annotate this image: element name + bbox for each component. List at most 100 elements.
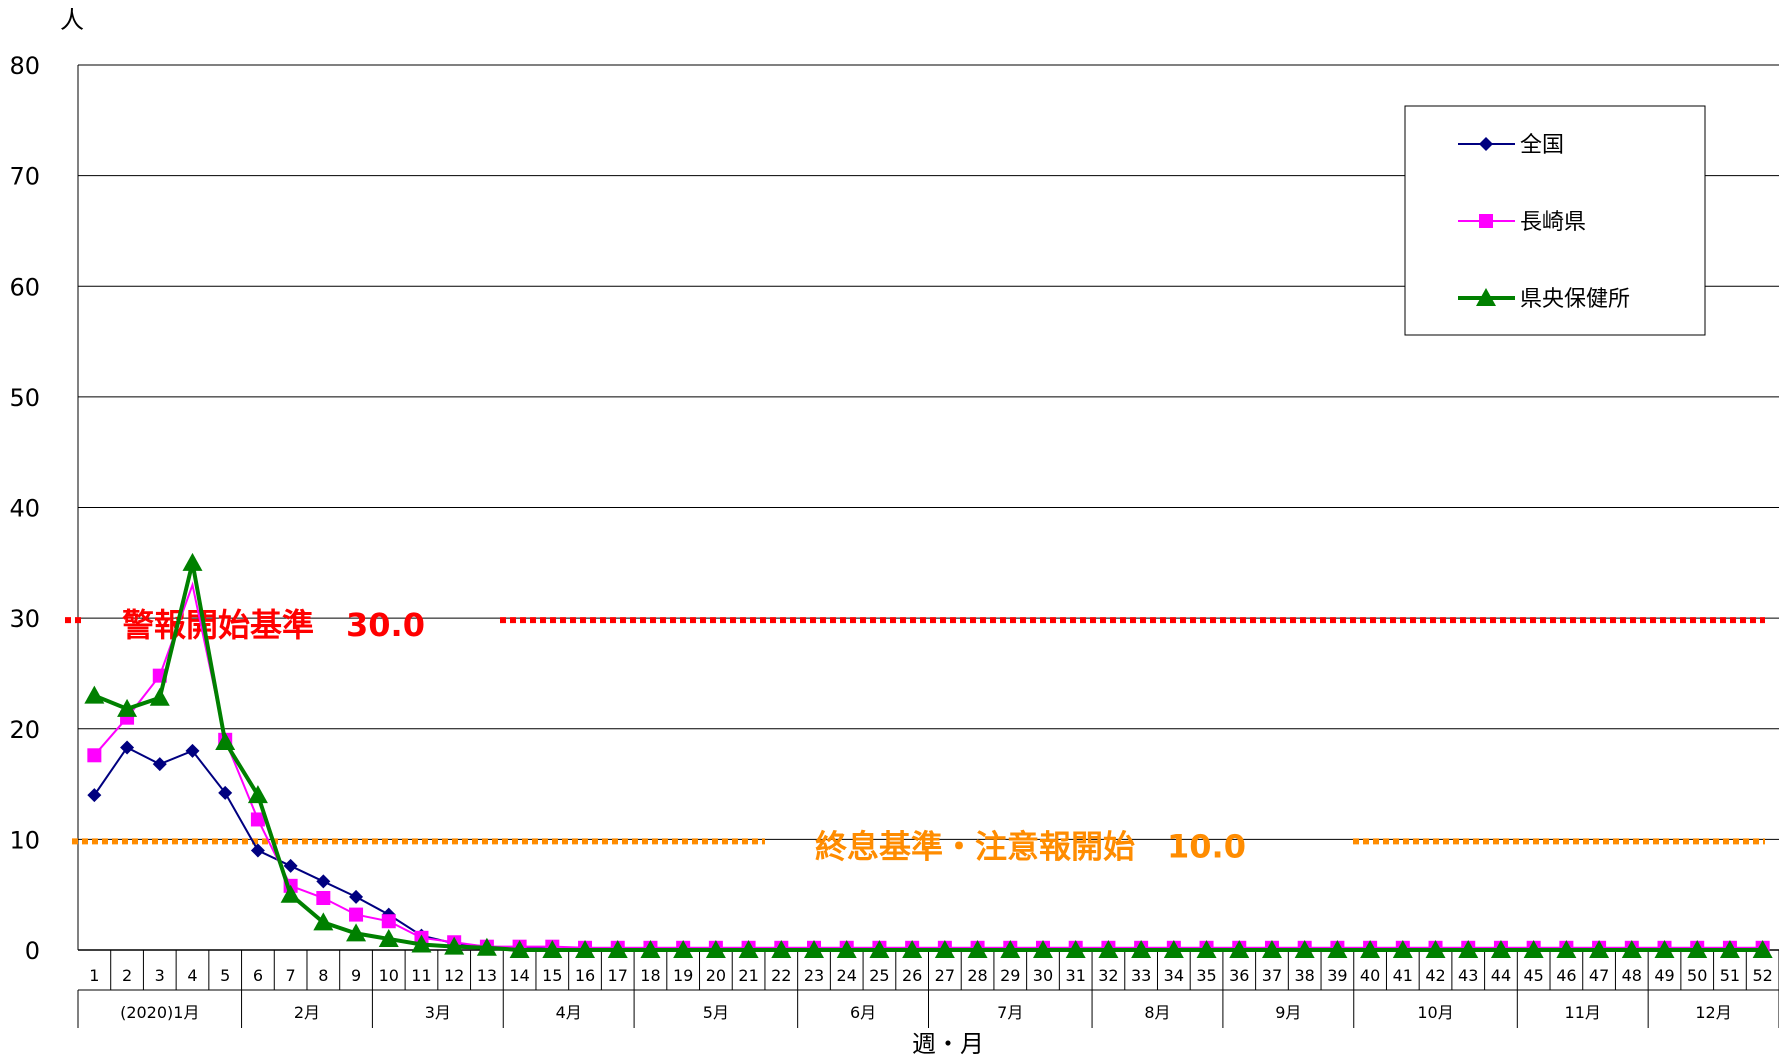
- data-point: [316, 891, 331, 906]
- threshold-label: 警報開始基準 30.0: [122, 606, 425, 644]
- x-tick-label: 33: [1131, 966, 1151, 985]
- data-point: [444, 936, 465, 955]
- data-point: [411, 934, 432, 953]
- x-tick-label: 52: [1752, 966, 1772, 985]
- data-point: [1490, 940, 1511, 958]
- x-tick-label: 41: [1393, 966, 1413, 985]
- x-tick-label: 25: [869, 966, 889, 985]
- data-point: [1131, 940, 1152, 958]
- data-point: [1065, 940, 1086, 958]
- x-tick-label: 43: [1458, 966, 1478, 985]
- x-tick-label: 35: [1196, 966, 1216, 985]
- x-tick-label: 9: [351, 966, 361, 985]
- data-point: [836, 940, 857, 958]
- data-point: [1556, 940, 1577, 958]
- data-point: [1752, 940, 1773, 958]
- data-point: [1476, 288, 1496, 306]
- data-point: [349, 889, 364, 904]
- data-point: [1479, 214, 1493, 228]
- series-layer: [84, 552, 1773, 958]
- x-tick-label: 31: [1066, 966, 1086, 985]
- data-point: [1479, 137, 1493, 151]
- data-point: [1000, 940, 1021, 958]
- x-tick-label: 50: [1687, 966, 1707, 985]
- month-label: 12月: [1695, 1003, 1731, 1022]
- data-point: [1294, 940, 1315, 958]
- data-point: [1687, 940, 1708, 958]
- y-tick-label: 40: [9, 495, 40, 523]
- x-tick-label: 11: [411, 966, 431, 985]
- data-point: [869, 940, 890, 958]
- data-point: [215, 732, 236, 751]
- x-tick-label: 1: [89, 966, 99, 985]
- y-tick-label: 10: [9, 826, 40, 854]
- x-tick-label: 22: [771, 966, 791, 985]
- data-point: [378, 928, 399, 947]
- x-tick-label: 27: [935, 966, 955, 985]
- x-tick-label: 4: [187, 966, 197, 985]
- data-point: [1229, 940, 1250, 958]
- x-tick-label: 20: [706, 966, 726, 985]
- data-point: [349, 907, 364, 922]
- x-tick-label: 21: [738, 966, 758, 985]
- data-point: [1654, 940, 1675, 958]
- data-point: [346, 923, 367, 942]
- month-label: 5月: [703, 1003, 729, 1022]
- legend-label: 県央保健所: [1520, 287, 1630, 312]
- data-point: [1523, 940, 1544, 958]
- data-point: [1392, 940, 1413, 958]
- x-tick-label: 38: [1295, 966, 1315, 985]
- data-point: [283, 858, 298, 873]
- y-tick-label: 30: [9, 605, 40, 633]
- x-tick-label: 19: [673, 966, 693, 985]
- x-tick-label: 29: [1000, 966, 1020, 985]
- data-point: [1589, 940, 1610, 958]
- data-point: [575, 940, 596, 958]
- x-tick-label: 3: [155, 966, 165, 985]
- data-point: [1327, 940, 1348, 958]
- data-point: [476, 937, 497, 956]
- data-point: [152, 757, 167, 772]
- x-tick-label: 48: [1622, 966, 1642, 985]
- y-axis-ticks: 0 10 20 30 40 50 60 70 80: [9, 52, 40, 965]
- data-point: [1458, 940, 1479, 958]
- x-tick-label: 47: [1589, 966, 1609, 985]
- x-tick-label: 26: [902, 966, 922, 985]
- threshold-label: 終息基準・注意報開始 10.0: [815, 827, 1246, 865]
- legend-label: 全国: [1520, 133, 1564, 158]
- x-tick-label: 14: [509, 966, 529, 985]
- x-tick-label: 8: [318, 966, 328, 985]
- month-label: 10月: [1417, 1003, 1453, 1022]
- data-point: [218, 785, 233, 800]
- x-tick-label: 17: [608, 966, 628, 985]
- data-point: [250, 843, 265, 858]
- x-tick-label: 36: [1229, 966, 1249, 985]
- data-point: [1098, 940, 1119, 958]
- month-label: 4月: [556, 1003, 582, 1022]
- x-tick-label: 49: [1654, 966, 1674, 985]
- x-tick-label: 10: [379, 966, 399, 985]
- x-tick-label: 5: [220, 966, 230, 985]
- series-line: [93, 581, 1763, 949]
- x-axis-ticks: 1 2 3 4 5 6 7 8 9 10 11 12 13 14 15 16 17 18 19 20 21 22 23 24 2…: [78, 950, 1779, 991]
- data-point: [640, 940, 661, 958]
- data-point: [967, 940, 988, 958]
- x-tick-label: 24: [837, 966, 857, 985]
- month-label: (2020)1月: [120, 1003, 199, 1022]
- x-tick-label: 34: [1164, 966, 1184, 985]
- data-point: [120, 740, 135, 755]
- y-tick-label: 70: [9, 163, 40, 191]
- data-point: [182, 552, 203, 571]
- legend-box: [1404, 105, 1706, 336]
- y-tick-label: 50: [9, 384, 40, 412]
- x-tick-label: 6: [253, 966, 263, 985]
- x-tick-label: 45: [1523, 966, 1543, 985]
- data-point: [1360, 940, 1381, 958]
- x-tick-label: 7: [286, 966, 296, 985]
- data-point: [705, 940, 726, 958]
- month-label: 3月: [425, 1003, 451, 1022]
- x-tick-label: 15: [542, 966, 562, 985]
- series-3: [84, 552, 1773, 958]
